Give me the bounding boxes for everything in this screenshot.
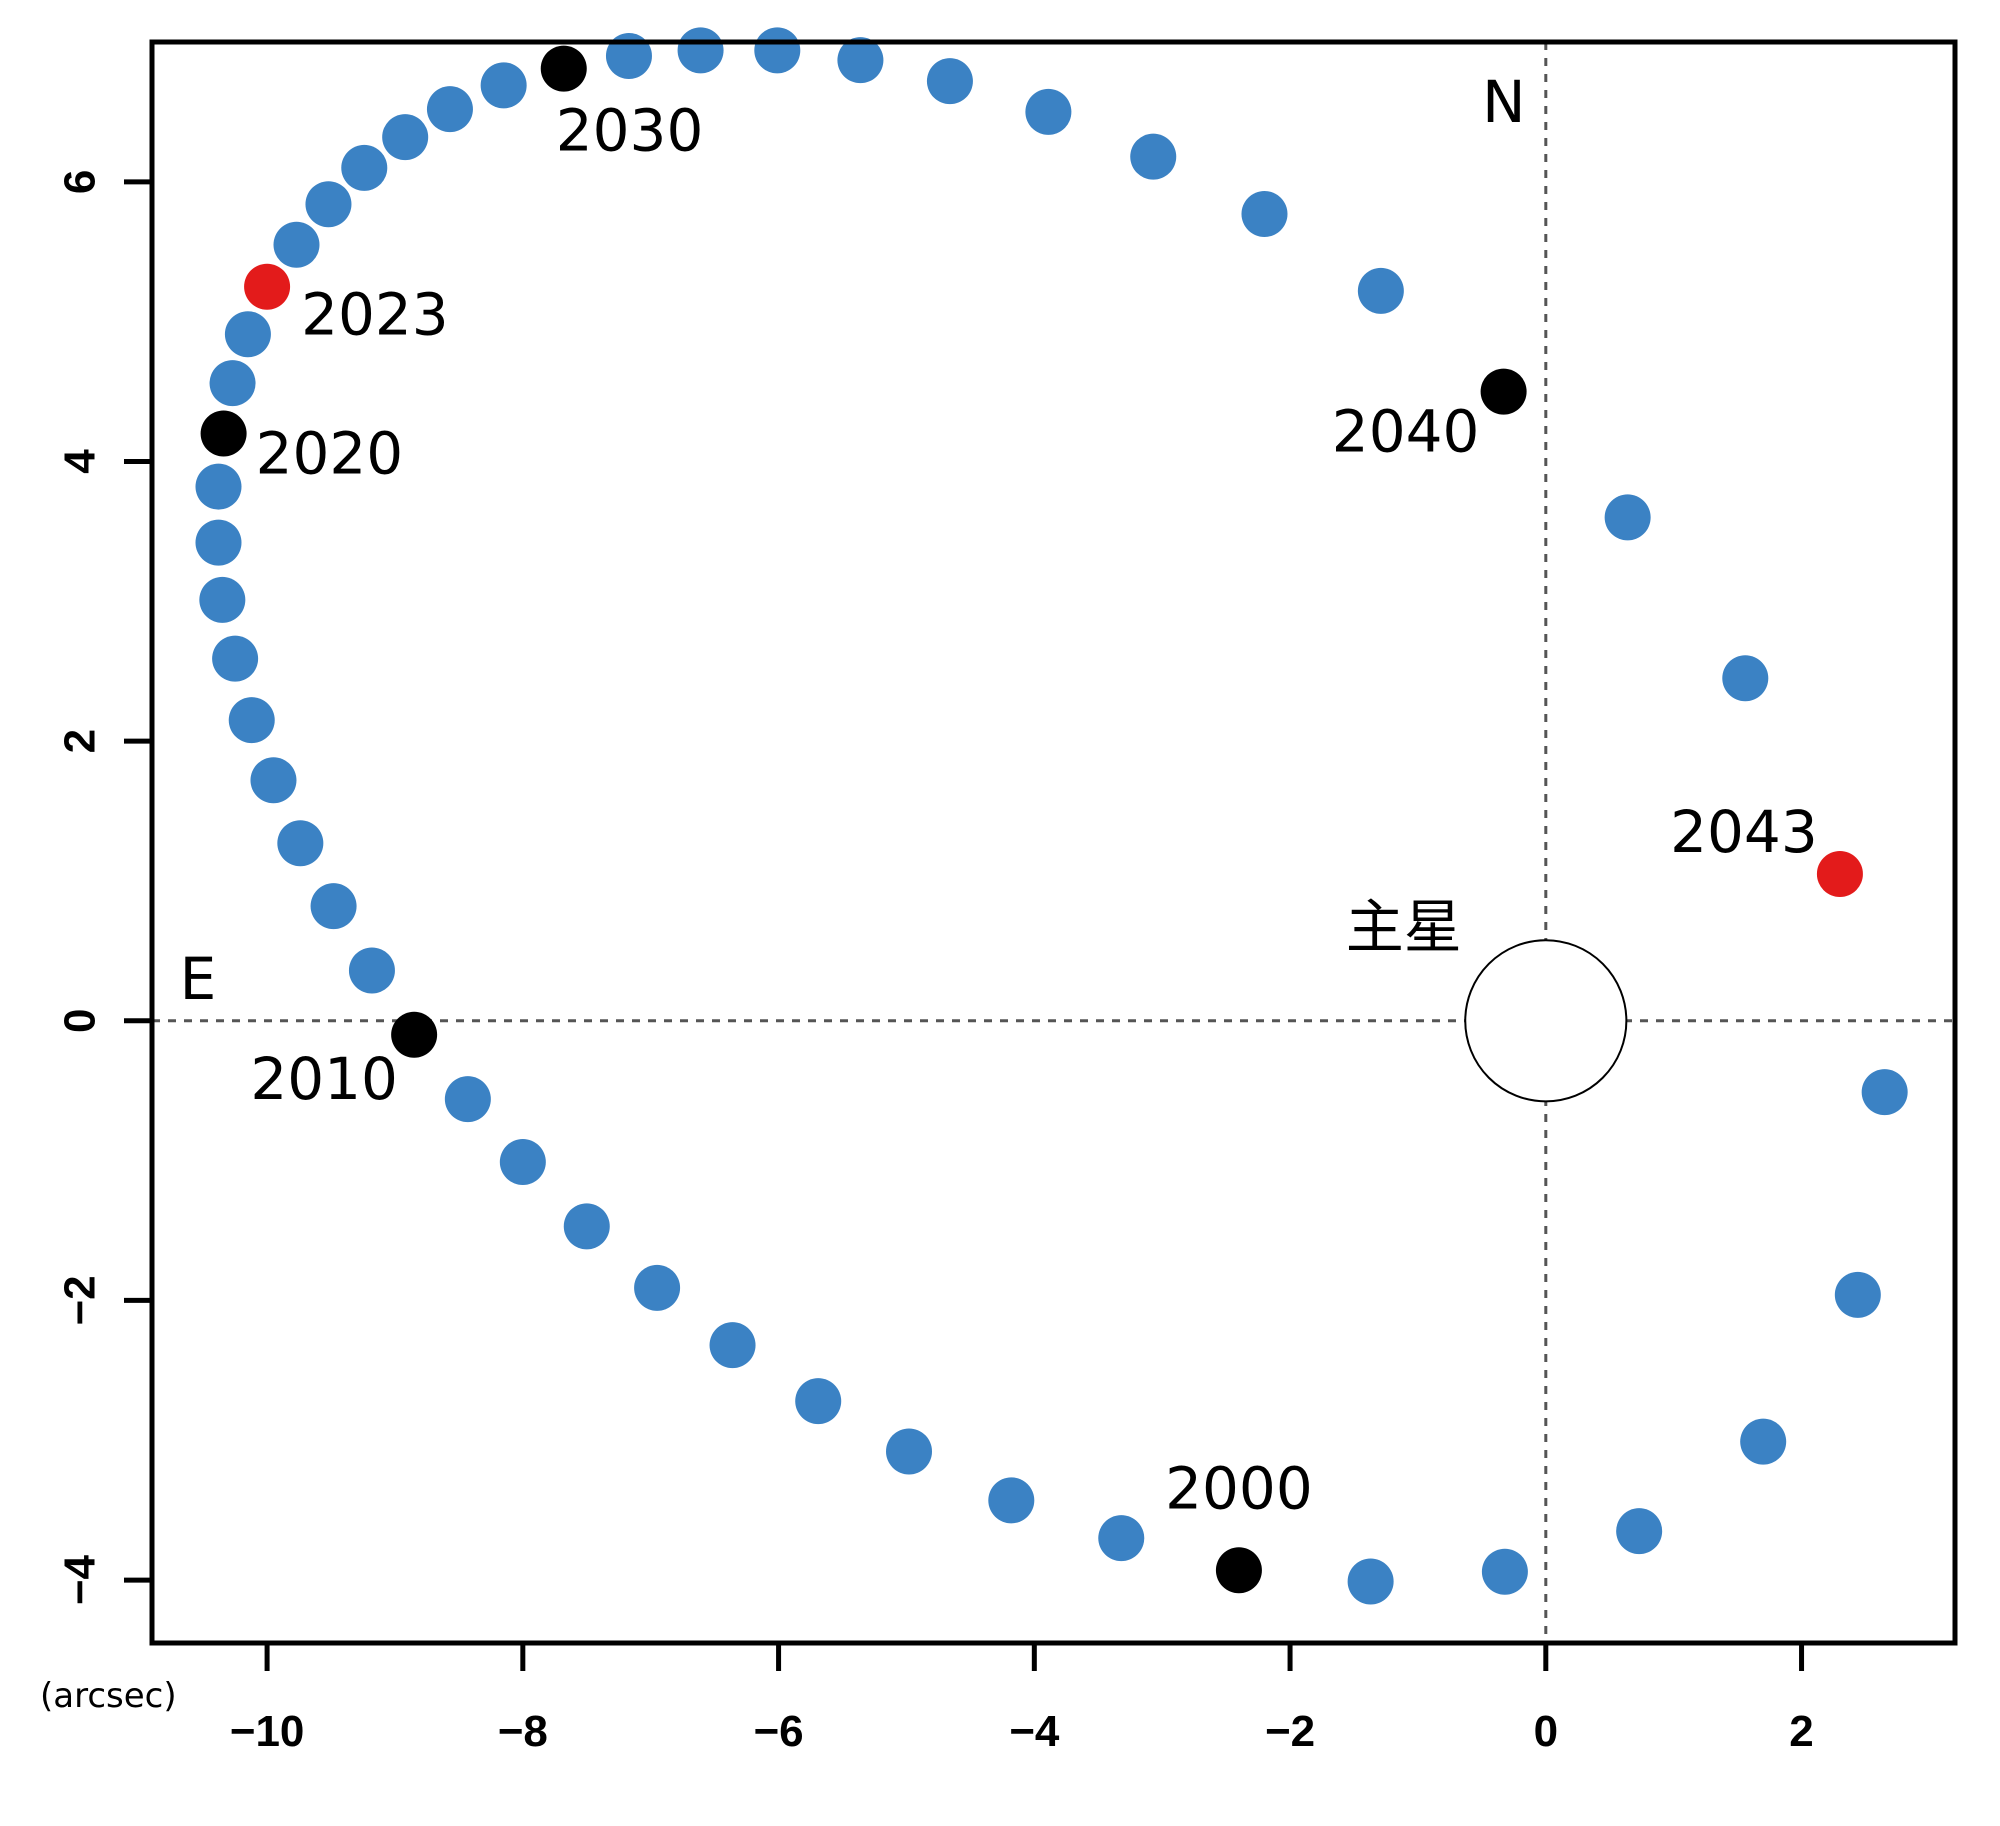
year-label-2010: 2010 bbox=[250, 1045, 398, 1113]
orbit-point bbox=[1604, 494, 1651, 541]
year-label-2023: 2023 bbox=[301, 281, 449, 349]
orbit-point-2030 bbox=[540, 45, 587, 92]
orbit-point bbox=[634, 1264, 681, 1311]
year-label-2043: 2043 bbox=[1670, 798, 1818, 866]
orbit-point bbox=[277, 820, 324, 867]
y-tick-label: 4 bbox=[56, 449, 105, 474]
orbit-point bbox=[195, 463, 242, 510]
orbit-point bbox=[1481, 1548, 1528, 1595]
orbit-point bbox=[1098, 1515, 1145, 1562]
orbit-point bbox=[1025, 88, 1072, 135]
x-tick-label: −2 bbox=[1265, 1707, 1315, 1756]
orbit-point bbox=[1357, 267, 1404, 314]
x-tick-label: 0 bbox=[1534, 1707, 1558, 1756]
orbit-point bbox=[1347, 1558, 1394, 1605]
orbit-point bbox=[273, 221, 320, 268]
orbit-point bbox=[305, 181, 352, 228]
orbit-point bbox=[224, 311, 271, 358]
orbit-point-2010 bbox=[391, 1011, 438, 1058]
orbit-point bbox=[1130, 133, 1177, 180]
orbit-point bbox=[382, 114, 429, 161]
orbit-point bbox=[426, 86, 473, 133]
orbit-point-2023 bbox=[244, 263, 291, 310]
orbit-point bbox=[444, 1076, 491, 1123]
orbit-point bbox=[480, 62, 527, 109]
primary-star-circle bbox=[1464, 939, 1628, 1103]
orbit-point bbox=[1861, 1069, 1908, 1116]
year-label-2030: 2030 bbox=[556, 97, 704, 165]
orbit-point bbox=[563, 1203, 610, 1250]
y-tick-label: 6 bbox=[56, 170, 105, 194]
orbit-point bbox=[348, 947, 395, 994]
orbit-point bbox=[1740, 1418, 1787, 1465]
year-label-2040: 2040 bbox=[1332, 398, 1480, 466]
orbit-point bbox=[1722, 655, 1769, 702]
orbit-point bbox=[837, 37, 884, 84]
east-label: E bbox=[180, 945, 217, 1013]
plot-frame bbox=[149, 39, 1958, 1646]
north-label: N bbox=[1482, 68, 1525, 136]
orbit-point bbox=[926, 58, 973, 105]
x-tick-label: −8 bbox=[498, 1707, 548, 1756]
primary-star-layer bbox=[1464, 939, 1628, 1103]
orbit-point-2020 bbox=[200, 410, 247, 457]
year-label-2000: 2000 bbox=[1165, 1454, 1313, 1522]
x-tick-label: −10 bbox=[230, 1707, 305, 1756]
orbit-point bbox=[988, 1477, 1035, 1524]
orbit-point-2043 bbox=[1816, 850, 1863, 897]
y-tick-label: −4 bbox=[56, 1554, 105, 1605]
year-label-2020: 2020 bbox=[256, 420, 404, 488]
orbit-points-layer bbox=[195, 27, 1908, 1605]
orbit-point bbox=[195, 519, 242, 566]
x-unit-label: (arcsec) bbox=[40, 1676, 177, 1716]
orbit-point-2040 bbox=[1480, 368, 1527, 415]
orbit-point bbox=[1834, 1271, 1881, 1318]
orbit-point bbox=[310, 883, 357, 930]
orbit-point bbox=[1616, 1508, 1663, 1555]
orbit-point bbox=[209, 360, 256, 407]
x-tick-label: 2 bbox=[1789, 1707, 1813, 1756]
orbit-point bbox=[709, 1322, 756, 1369]
primary-star-label: 主星 bbox=[1346, 893, 1462, 961]
orbit-point bbox=[677, 27, 724, 74]
axes-layer: −10 −8 −6 −4 −2 0 2 −4 −2 0 2 4 6 bbox=[56, 170, 1814, 1756]
point-labels-layer: 2000 2043 2040 2030 2023 2020 2010 bbox=[250, 97, 1817, 1523]
y-tick-label: −2 bbox=[56, 1275, 105, 1325]
reference-lines bbox=[152, 42, 1955, 1643]
orbit-point bbox=[499, 1139, 546, 1186]
y-tick-label: 2 bbox=[56, 729, 105, 753]
orbit-point bbox=[212, 635, 259, 682]
x-tick-label: −4 bbox=[1009, 1707, 1060, 1756]
orbit-point bbox=[199, 576, 246, 623]
orbit-point bbox=[228, 697, 275, 744]
orbit-point bbox=[795, 1378, 842, 1425]
x-tick-label: −6 bbox=[753, 1707, 803, 1756]
orbit-point bbox=[1241, 190, 1288, 237]
orbit-point bbox=[250, 757, 297, 804]
orbit-point bbox=[754, 27, 801, 74]
orbit-point-2000 bbox=[1215, 1547, 1262, 1594]
orbit-point bbox=[886, 1428, 933, 1475]
y-tick-label: 0 bbox=[56, 1009, 105, 1033]
orbit-point bbox=[341, 144, 388, 191]
